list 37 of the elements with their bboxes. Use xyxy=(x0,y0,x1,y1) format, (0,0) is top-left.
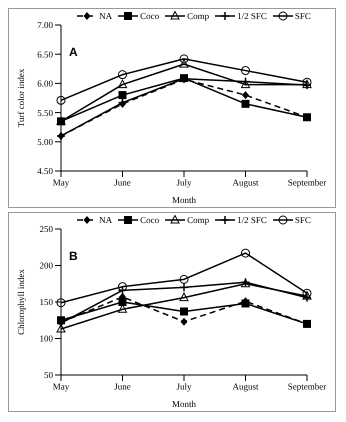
x-tick-label: September xyxy=(288,177,326,188)
x-axis-title: Month xyxy=(172,195,196,205)
y-tick-label: 6.50 xyxy=(37,49,54,60)
x-tick-label: June xyxy=(114,381,131,392)
y-tick-label: 6.00 xyxy=(37,78,54,89)
x-tick-label: June xyxy=(114,177,131,188)
y-tick-label: 250 xyxy=(40,224,54,234)
y-tick-label: 4.50 xyxy=(37,166,54,176)
annotation: A xyxy=(69,45,78,59)
y-tick-label: 7.00 xyxy=(37,20,54,30)
legend-label: 1/2 SFC xyxy=(237,11,267,21)
x-tick-label: September xyxy=(288,381,326,392)
y-tick-label: 200 xyxy=(40,260,54,271)
x-tick-label: May xyxy=(52,177,70,188)
x-tick-label: August xyxy=(232,177,259,188)
y-axis-title: Turf color index xyxy=(16,68,26,128)
y-axis-title: Chlorophyll index xyxy=(16,268,26,335)
legend-label: Comp xyxy=(187,215,210,225)
legend-label: SFC xyxy=(294,11,311,21)
legend-label: Coco xyxy=(140,11,160,21)
y-tick-label: 150 xyxy=(40,297,54,308)
legend-label: NA xyxy=(99,11,112,21)
legend-label: 1/2 SFC xyxy=(237,215,267,225)
x-tick-label: August xyxy=(232,381,259,392)
x-tick-label: July xyxy=(176,177,192,188)
y-tick-label: 5.00 xyxy=(37,136,54,147)
y-tick-label: 50 xyxy=(44,370,54,380)
x-tick-label: May xyxy=(52,381,70,392)
y-tick-label: 100 xyxy=(40,334,54,344)
y-tick-label: 5.50 xyxy=(37,108,54,118)
legend-label: Coco xyxy=(140,215,160,225)
legend-label: SFC xyxy=(294,215,311,225)
x-tick-label: July xyxy=(176,381,192,392)
legend-label: NA xyxy=(99,215,112,225)
x-axis-title: Month xyxy=(172,399,196,409)
annotation: B xyxy=(69,249,78,263)
legend-label: Comp xyxy=(187,11,210,21)
